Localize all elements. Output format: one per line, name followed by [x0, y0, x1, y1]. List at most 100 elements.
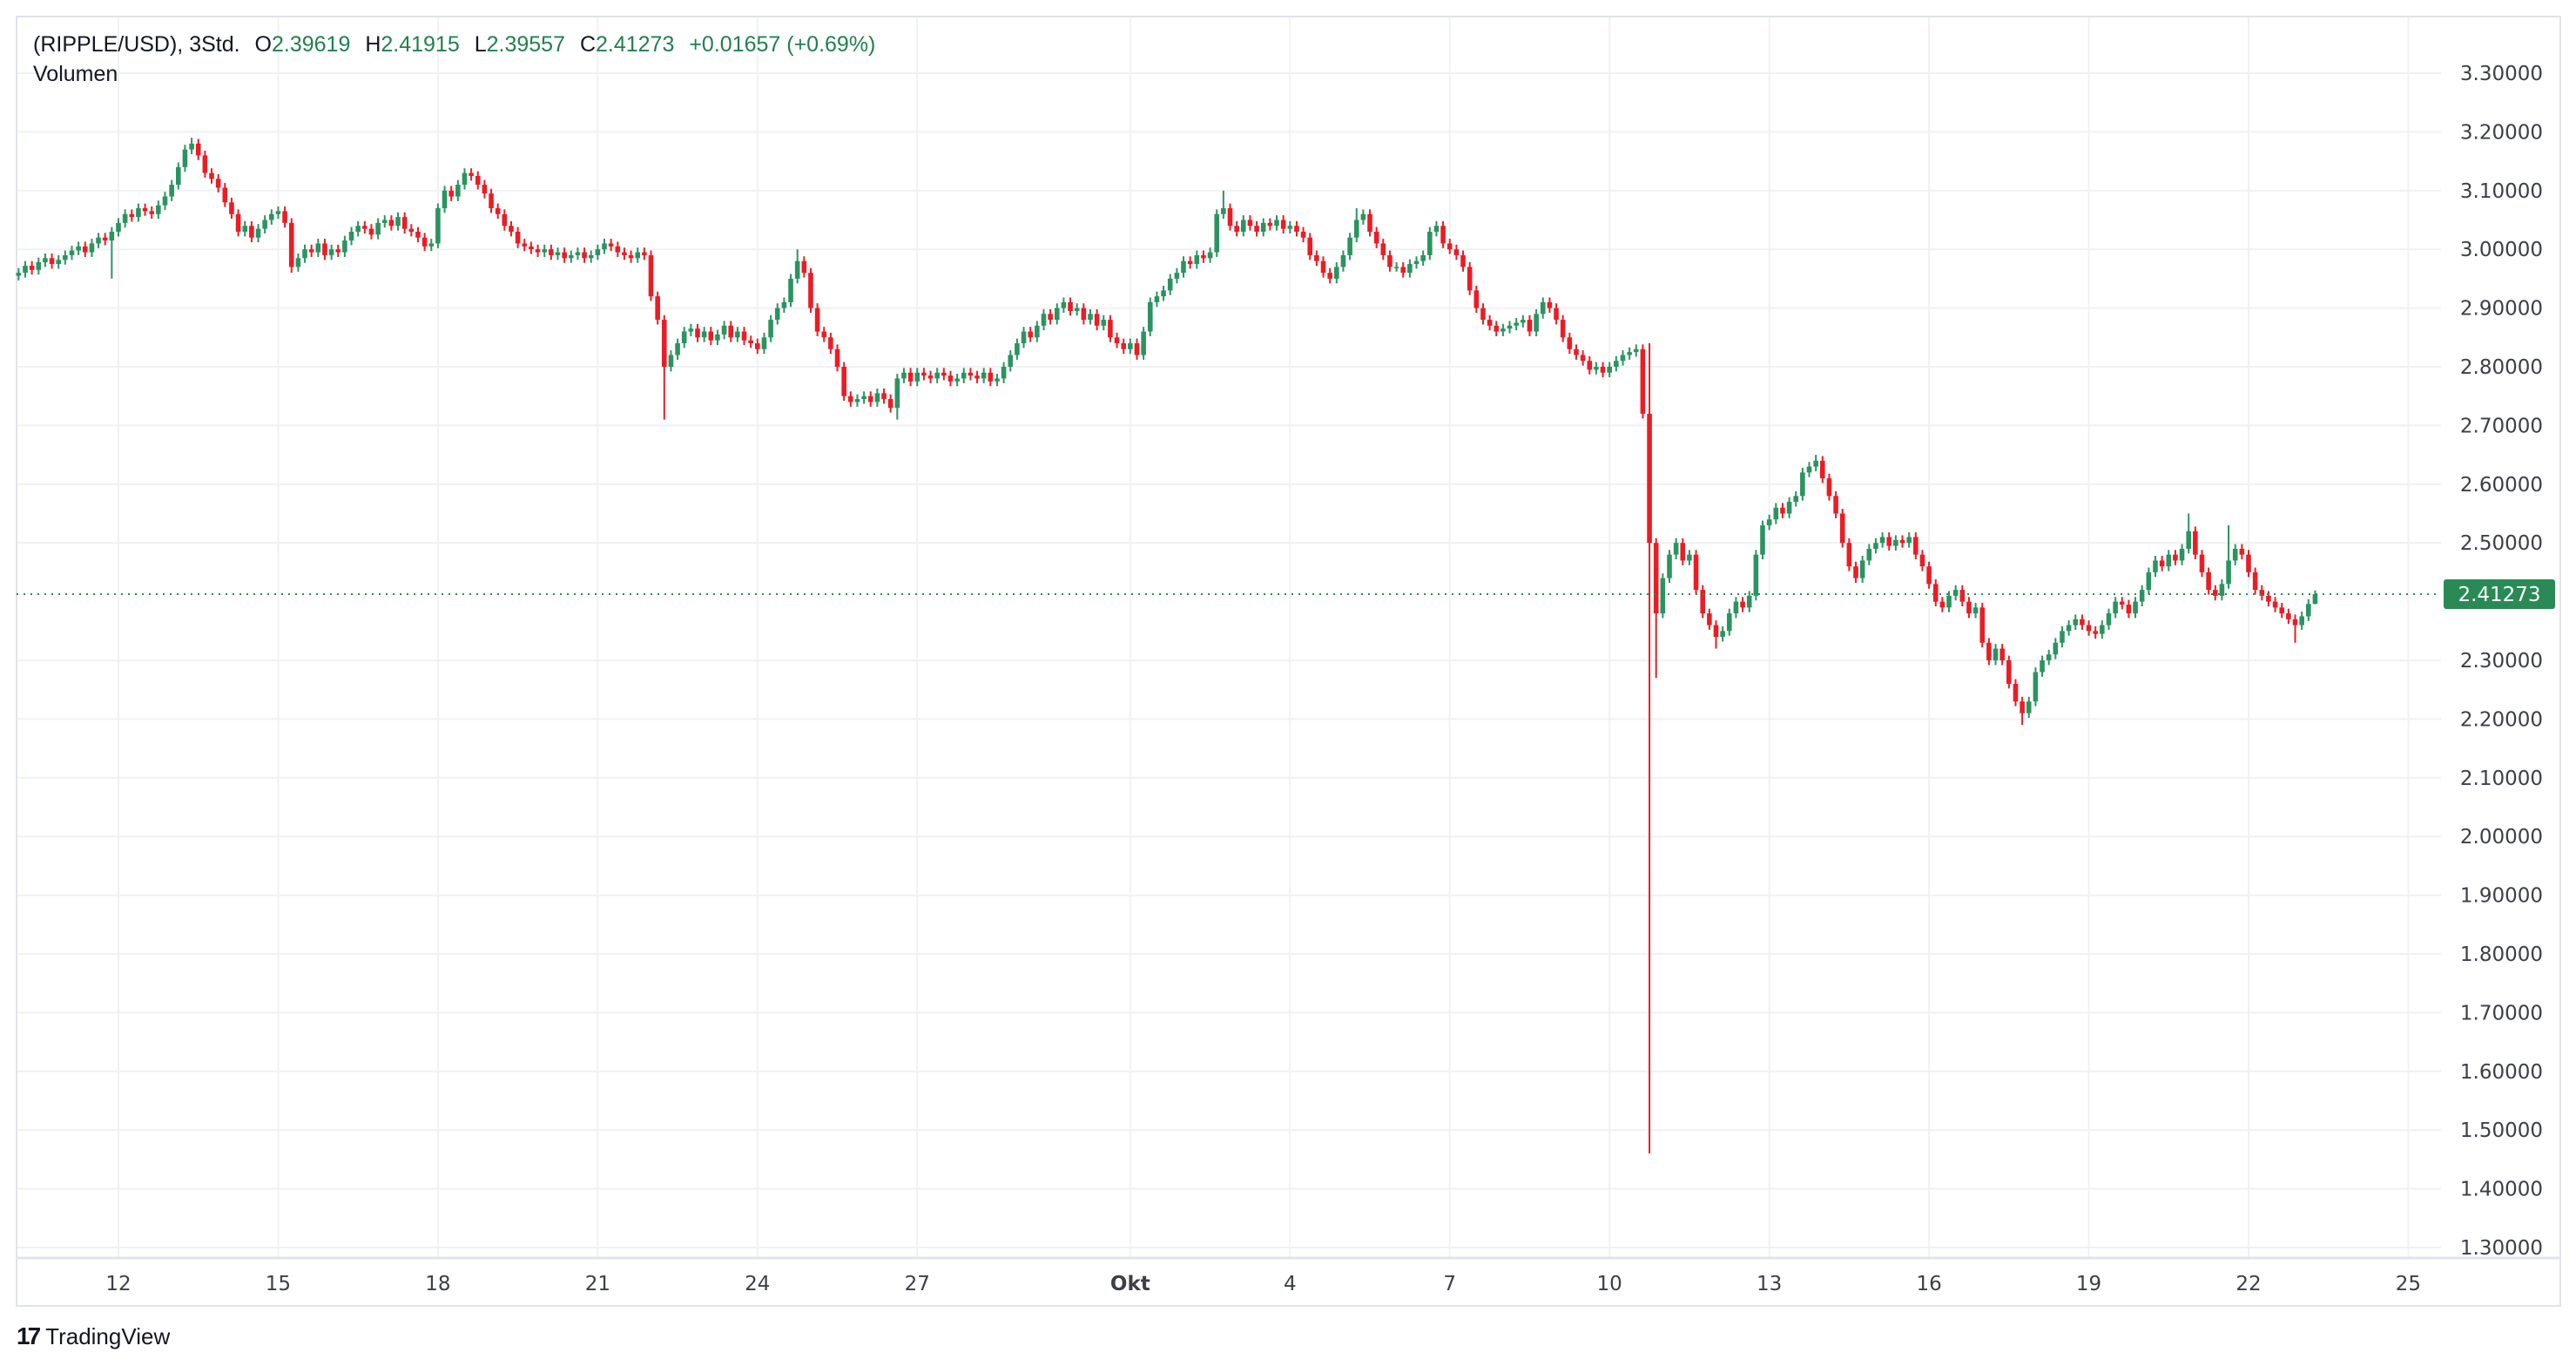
candle [1700, 585, 1706, 619]
candle-body [355, 226, 361, 232]
candle [1620, 350, 1626, 366]
candle [861, 391, 867, 404]
candle-body [921, 372, 927, 376]
candle-body [1680, 543, 1686, 561]
candle [1939, 597, 1945, 612]
candle [1267, 218, 1273, 231]
candle [854, 394, 860, 407]
candle-body [515, 231, 521, 244]
candle [2232, 544, 2238, 565]
candle [448, 186, 454, 201]
candle [362, 220, 368, 234]
candle-body [2286, 613, 2291, 619]
candle-body [1740, 601, 1745, 608]
volume-label[interactable]: Volumen [33, 62, 118, 86]
candle [421, 233, 428, 252]
open-value: 2.39619 [271, 32, 351, 57]
candle [1400, 262, 1406, 278]
candle-body [1207, 252, 1213, 259]
candle [56, 254, 62, 269]
price-tick-label: 1.90000 [2460, 885, 2543, 908]
candle [2053, 638, 2059, 659]
candle [1254, 220, 1259, 237]
candle [1327, 267, 1332, 284]
candle-body [408, 228, 415, 232]
candle [695, 323, 700, 342]
candle [907, 368, 914, 387]
candle-body [23, 266, 28, 274]
candle [1181, 256, 1186, 278]
candle [1008, 350, 1014, 372]
candle [1580, 350, 1586, 366]
candle [502, 209, 508, 231]
candle [175, 162, 181, 190]
price-axis[interactable]: 3.30000 3.20000 3.10000 3.00000 2.90000 2.800… [2460, 63, 2543, 1260]
candle-body [1833, 496, 1838, 514]
candle [282, 206, 287, 228]
candle-body [788, 278, 793, 302]
candle-body [455, 185, 461, 197]
candle [195, 139, 201, 160]
candle [1993, 644, 1999, 666]
candle [2286, 608, 2291, 625]
candle-body [1121, 343, 1127, 349]
time-tick-label: 4 [1284, 1273, 1297, 1295]
candle-body [947, 375, 954, 382]
price-tick-label: 1.50000 [2460, 1119, 2543, 1142]
candle-body [1820, 460, 1825, 479]
candle-body [1507, 325, 1513, 329]
candle [109, 227, 115, 279]
candle [748, 335, 753, 348]
tradingview-brand[interactable]: 17 TradingView [17, 1322, 170, 1350]
candle-body [395, 217, 401, 227]
candle-body [1054, 308, 1060, 321]
candle-body [1460, 254, 1466, 267]
candle-body [1607, 367, 1612, 373]
candle-body [1380, 243, 1386, 255]
candle [1820, 456, 1825, 484]
candle-body [1780, 507, 1785, 514]
candle-body [421, 237, 428, 247]
candle-body [1879, 537, 1885, 544]
candle-body [595, 249, 601, 255]
candle [63, 250, 68, 265]
candle [2033, 667, 2039, 707]
candle-body [1660, 578, 1666, 614]
candle-body [1400, 267, 1406, 274]
candle [1467, 262, 1473, 295]
candle-body [1340, 254, 1346, 267]
candle [269, 209, 274, 225]
candle-body [63, 254, 68, 260]
candle [2219, 578, 2225, 601]
candle [1500, 323, 1506, 336]
candle-body [2053, 642, 2059, 655]
candle-body [1240, 220, 1246, 232]
candle-body [1574, 348, 1579, 355]
low-value: 2.39557 [486, 32, 565, 57]
candle-body [1999, 648, 2005, 660]
candle [688, 323, 694, 336]
candle [495, 203, 501, 220]
candle-body [495, 208, 501, 214]
candle-body [941, 372, 947, 376]
candle-body [968, 372, 974, 376]
candle [2126, 599, 2132, 619]
candle [1334, 262, 1339, 284]
candle-body [2206, 571, 2211, 591]
candle [1746, 591, 1752, 612]
candle [1035, 321, 1040, 342]
candle-body [209, 172, 214, 179]
candle [642, 247, 647, 260]
candle-body [1560, 320, 1566, 338]
candle [1221, 190, 1226, 220]
symbol-interval: (RIPPLE/USD), 3Std. [33, 32, 240, 57]
candle [661, 314, 667, 420]
candle [981, 368, 987, 383]
candle [1647, 343, 1652, 1154]
candle-body [2086, 625, 2092, 632]
candle [1946, 591, 1952, 612]
candle-body [1068, 301, 1073, 311]
candle [1780, 503, 1785, 518]
time-axis[interactable]: 12 15 18 21 24 27 Okt 4 7 10 13 16 19 22 25 [105, 1273, 2421, 1295]
